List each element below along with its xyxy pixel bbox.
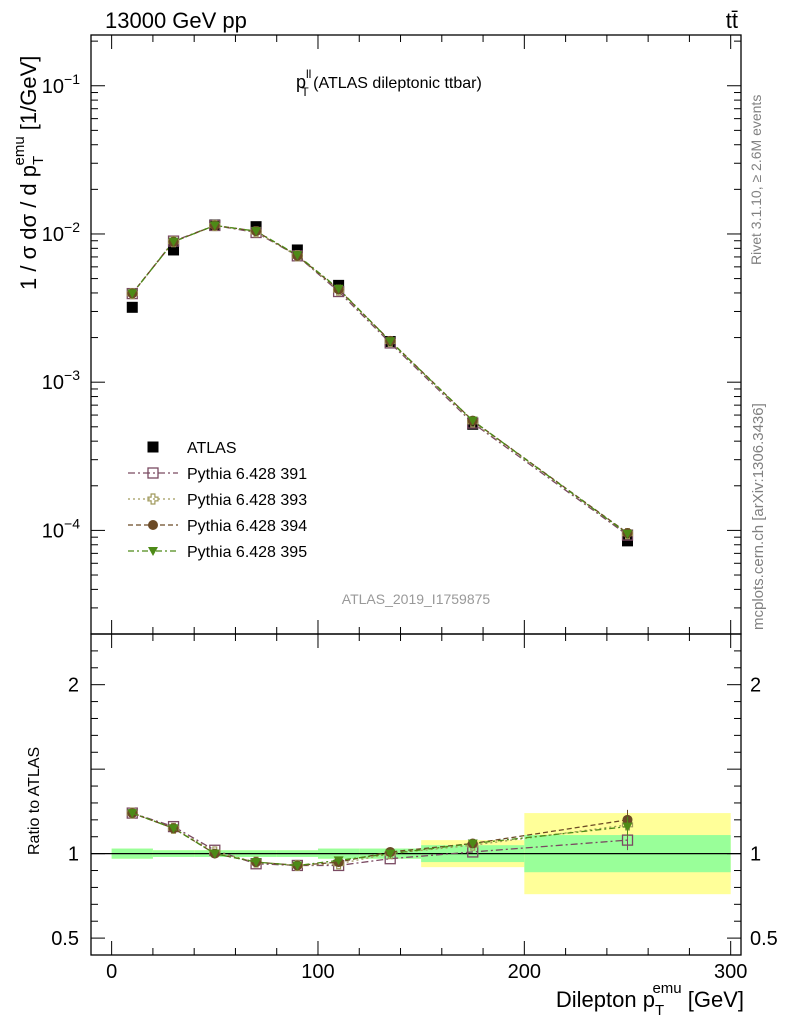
ratio-point-3-1 <box>168 824 179 834</box>
y-axis-label-main: 1 / σ dσ / d p <box>16 165 41 290</box>
y-tick-label-2: 10−2 <box>42 219 80 246</box>
y-tick-label-1: 10−3 <box>42 367 80 394</box>
y-tick-label-3: 10−1 <box>42 71 80 98</box>
series-point-3-3 <box>251 227 262 237</box>
ratio-panel: 0 100 200 3000.5 0.51 12 2 <box>51 633 778 983</box>
ratio-line-3 <box>132 812 628 867</box>
x-axis-label-unit: [GeV] <box>682 987 744 1012</box>
x-axis-label: Dilepton pTemu [GeV] <box>556 980 744 1019</box>
series-point-3-4 <box>292 251 303 261</box>
side-label-mcplots: mcplots.cern.ch [arXiv:1306.3436] <box>750 403 767 630</box>
legend-label-0: Pythia 6.428 391 <box>187 466 307 483</box>
header-energy: 13000 GeV pp <box>105 8 247 33</box>
y-tick-base-1: 10 <box>42 372 64 394</box>
series-point-3-8 <box>622 529 633 539</box>
y-axis-label-sup: emu <box>11 136 28 165</box>
ratio-tick-label-left-1: 1 <box>68 844 79 866</box>
legend: ATLAS Pythia 6.428 391 Pythia 6.428 393 Pyt… <box>128 440 307 561</box>
ratio-tick-label-right-0: 0.5 <box>750 928 778 950</box>
series-point-3-2 <box>209 221 220 231</box>
ratio-axis-label: Ratio to ATLAS <box>26 747 43 855</box>
side-label-rivet: Rivet 3.1.10, ≥ 2.6M events <box>748 95 764 265</box>
x-tick-label-0: 0 <box>106 961 117 983</box>
legend-marker-1 <box>147 493 159 505</box>
plot-title: pll T (ATLAS dileptonic ttbar) <box>296 67 482 99</box>
header-process: tt̄ <box>726 8 738 33</box>
y-tick-exp-3: −1 <box>64 71 80 87</box>
ratio-tick-label-right-1: 1 <box>750 844 761 866</box>
data-point-8 <box>622 535 634 547</box>
x-tick-label-200: 200 <box>508 961 541 983</box>
ratio-point-3-8 <box>622 822 633 832</box>
y-tick-exp-0: −4 <box>64 515 80 531</box>
ratio-tick-label-right-2: 2 <box>750 675 761 697</box>
plot-title-sup: ll <box>306 67 311 81</box>
legend-label-1: Pythia 6.428 393 <box>187 492 307 509</box>
series-point-3-7 <box>467 416 478 426</box>
ratio-point-3-7 <box>467 839 478 849</box>
main-panel: 10−410−310−210−1 <box>42 34 742 635</box>
plot-title-sub: T <box>301 85 309 99</box>
y-tick-label-0: 10−4 <box>42 515 80 542</box>
legend-marker-3 <box>148 547 158 556</box>
ratio-tick-label-left-2: 2 <box>68 675 79 697</box>
series-point-3-6 <box>385 337 396 347</box>
data-point-0 <box>126 301 138 313</box>
series-line-0 <box>131 224 628 536</box>
data-point-4 <box>291 244 303 256</box>
legend-label-data: ATLAS <box>187 440 237 457</box>
legend-label-3: Pythia 6.428 395 <box>187 544 307 561</box>
ratio-point-3-4 <box>292 861 303 871</box>
x-axis-label-sup: emu <box>652 980 681 997</box>
legend-marker-0 <box>147 467 159 479</box>
y-tick-exp-2: −2 <box>64 219 80 235</box>
y-axis-label-unit: [1/GeV] <box>16 56 41 137</box>
legend-marker-data <box>147 441 159 453</box>
legend-marker-2 <box>148 520 158 530</box>
series-line-3 <box>131 224 628 535</box>
x-axis-label-sub: T <box>655 1002 664 1019</box>
series-point-3-5 <box>333 284 344 294</box>
y-axis-label: 1 / σ dσ / d pTemu [1/GeV] <box>11 56 47 290</box>
ratio-point-3-3 <box>251 858 262 868</box>
series-point-3-1 <box>168 237 179 247</box>
plot-title-main: p <box>296 72 306 92</box>
data-point-1 <box>168 244 180 256</box>
legend-label-2: Pythia 6.428 394 <box>187 518 307 535</box>
ratio-point-3-5 <box>333 856 344 866</box>
y-tick-base-3: 10 <box>42 76 64 98</box>
y-tick-exp-1: −3 <box>64 367 80 383</box>
y-tick-base-0: 10 <box>42 520 64 542</box>
series-line-2 <box>131 224 628 534</box>
ratio-point-3-0 <box>127 809 138 819</box>
y-axis-label-sub: T <box>30 156 47 165</box>
x-tick-label-100: 100 <box>301 961 334 983</box>
x-tick-label-300: 300 <box>714 961 747 983</box>
ratio-frame <box>90 633 742 956</box>
ratio-tick-label-left-0: 0.5 <box>51 928 79 950</box>
series-line-1 <box>131 224 628 535</box>
y-tick-base-2: 10 <box>42 224 64 246</box>
ratio-point-3-2 <box>209 849 220 859</box>
ratio-point-3-6 <box>385 849 396 859</box>
plot-title-rest: (ATLAS dileptonic ttbar) <box>309 75 482 92</box>
series-point-3-0 <box>127 289 138 299</box>
analysis-id: ATLAS_2019_I1759875 <box>342 591 491 607</box>
main-frame <box>90 34 742 635</box>
x-axis-label-main: Dilepton p <box>556 987 655 1012</box>
